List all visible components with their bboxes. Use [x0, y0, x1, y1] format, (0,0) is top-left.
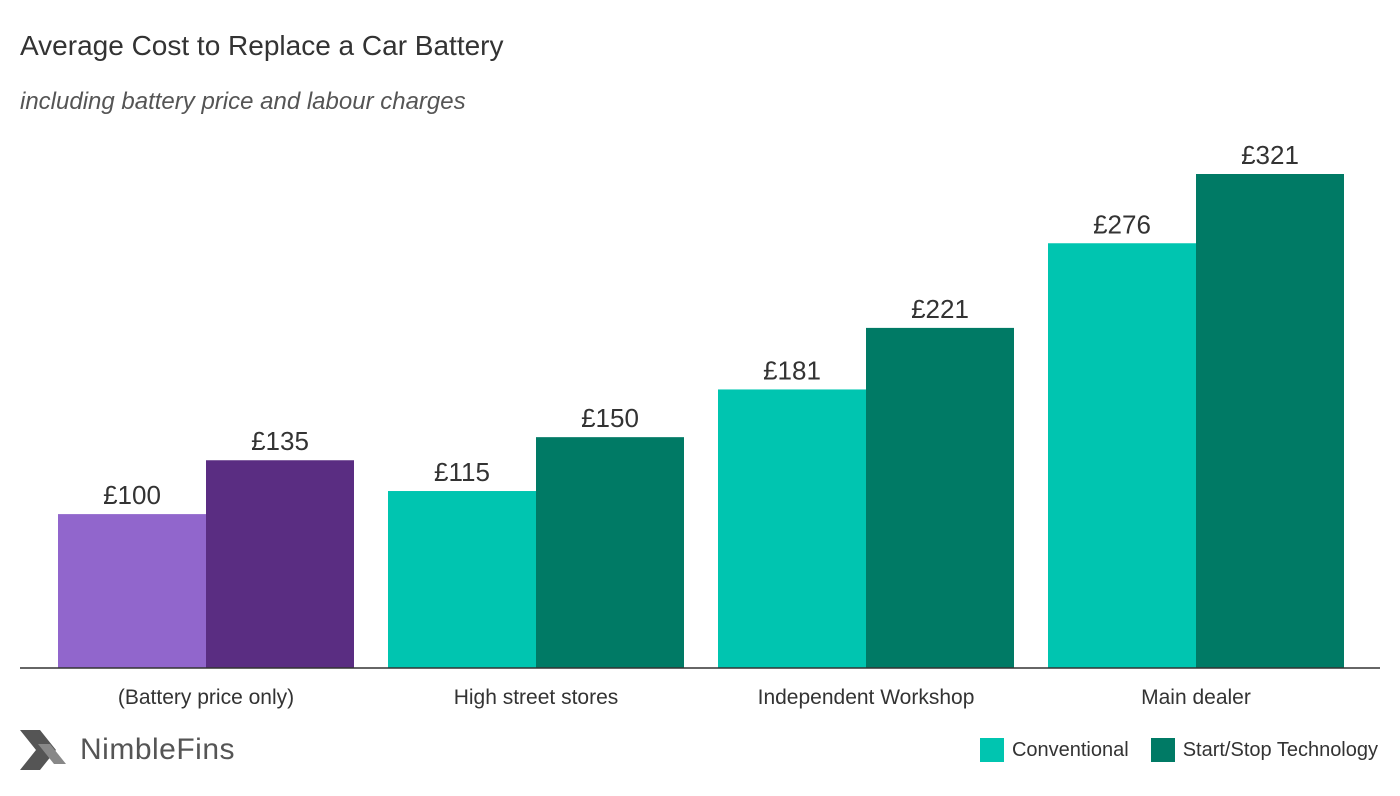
legend-item-conventional: Conventional: [979, 738, 1129, 762]
chart-title: Average Cost to Replace a Car Battery: [20, 30, 504, 61]
value-label-conventional-1: £115: [434, 457, 490, 487]
category-labels-group: (Battery price only) High street stores In…: [118, 686, 1251, 709]
category-label-3: Main dealer: [1141, 686, 1251, 709]
value-label-start-stop-0: £135: [251, 426, 309, 456]
brand-name: NimbleFins: [80, 733, 236, 766]
chart-legend: Conventional Start/Stop Technology: [958, 738, 1378, 762]
bar-conventional-0: [58, 514, 206, 668]
legend-swatch-conventional: [979, 738, 1004, 762]
bar-start-stop-2: [866, 327, 1014, 668]
value-label-start-stop-3: £321: [1241, 140, 1299, 170]
bars-group: [58, 174, 1344, 669]
bar-start-stop-3: [1196, 174, 1344, 668]
brand-logo: NimbleFins: [20, 728, 235, 772]
category-label-2: Independent Workshop: [758, 686, 975, 709]
category-label-0: (Battery price only): [118, 686, 294, 709]
legend-item-start-stop: Start/Stop Technology: [1150, 738, 1378, 762]
value-label-start-stop-2: £221: [911, 294, 969, 324]
bar-start-stop-0: [206, 460, 354, 668]
value-label-conventional-3: £276: [1093, 209, 1151, 239]
chart-subtitle: including battery price and labour charg…: [20, 88, 466, 115]
value-label-start-stop-1: £150: [581, 403, 639, 433]
value-labels-group: £100 £135 £115 £150 £181 £221 £276 £321: [103, 140, 1299, 510]
bar-start-stop-1: [536, 437, 684, 668]
legend-label-conventional: Conventional: [1011, 738, 1129, 761]
value-label-conventional-0: £100: [103, 480, 161, 510]
value-label-conventional-2: £181: [763, 355, 821, 385]
bar-conventional-1: [388, 491, 536, 668]
category-label-1: High street stores: [454, 686, 619, 709]
legend-label-start-stop: Start/Stop Technology: [1182, 738, 1378, 761]
bar-conventional-3: [1048, 243, 1196, 669]
bar-conventional-2: [718, 389, 866, 668]
nimblefins-chevron-icon: [20, 730, 66, 770]
legend-swatch-start-stop: [1150, 738, 1175, 762]
